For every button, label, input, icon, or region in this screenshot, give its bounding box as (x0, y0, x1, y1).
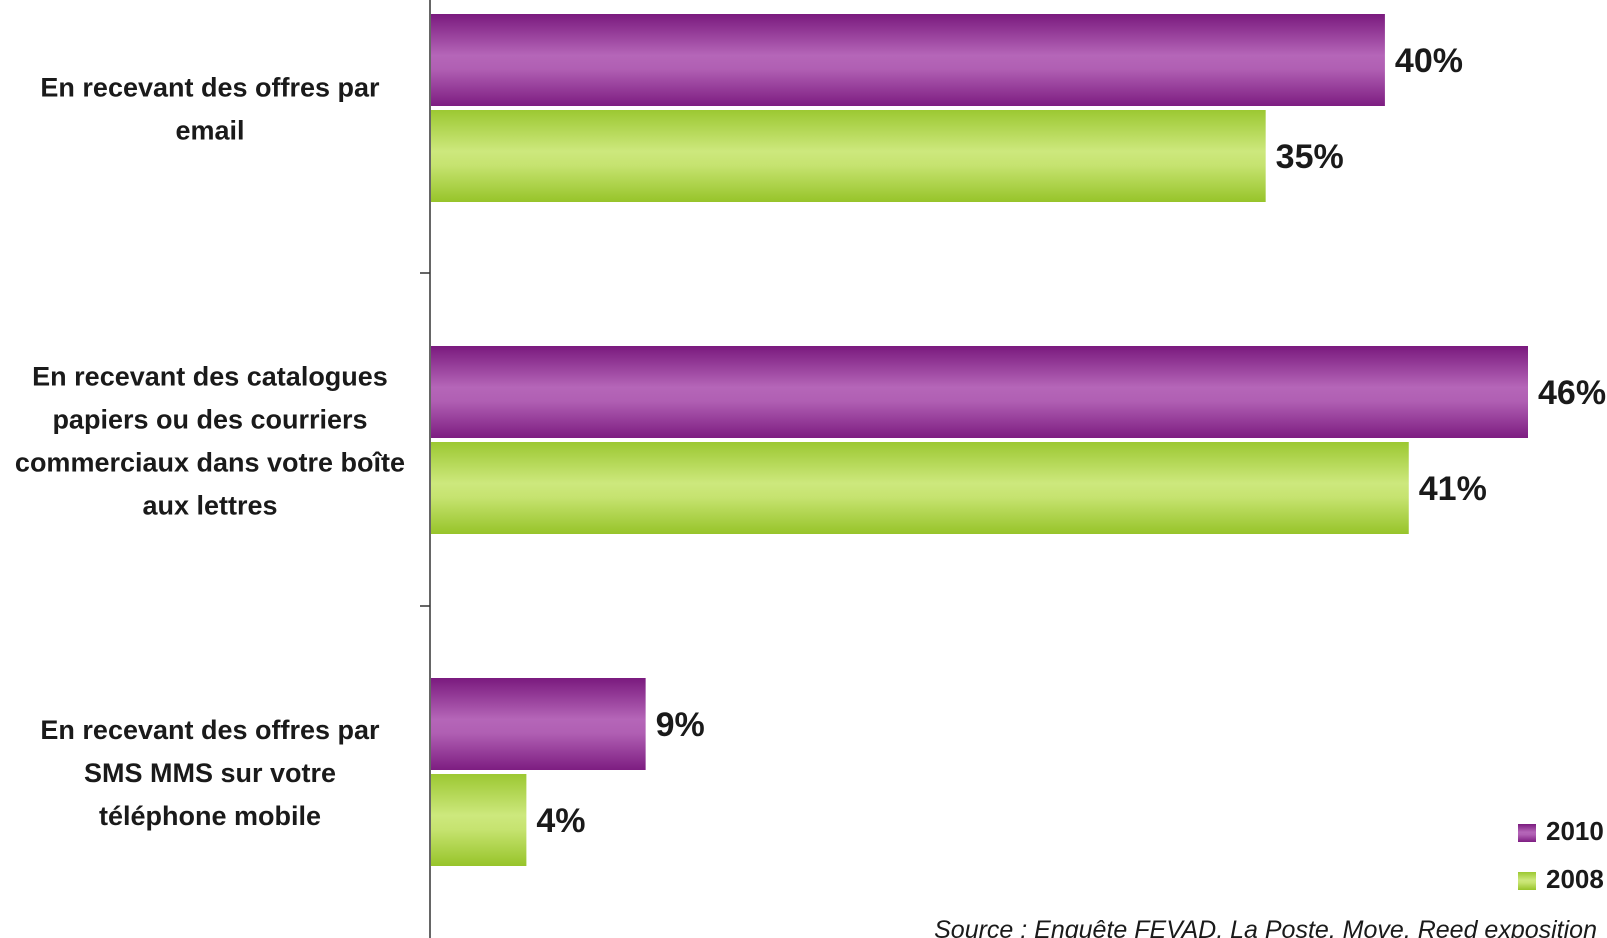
category-label-line: En recevant des offres par (40, 73, 380, 103)
bar-2008-2 (431, 442, 1409, 534)
legend-swatch-2010 (1518, 824, 1536, 842)
source-note: Source : Enquête FEVAD, La Poste, Move, … (934, 916, 1597, 938)
bar-2010-2 (431, 346, 1528, 438)
legend-label-2008: 2008 (1546, 864, 1604, 894)
category-label-line: En recevant des catalogues (32, 362, 388, 392)
bar-2010-3 (431, 678, 646, 770)
bar-2010-1 (431, 14, 1385, 106)
bar-2008-1 (431, 110, 1266, 202)
category-label-line: En recevant des offres par (40, 715, 380, 745)
bar-2008-3 (431, 774, 527, 866)
category-label-line: SMS MMS sur votre (84, 758, 336, 788)
value-label-2010-3: 9% (656, 706, 705, 744)
category-label-line: email (175, 116, 244, 146)
value-label-2008-1: 35% (1276, 138, 1344, 176)
value-label-2010-1: 40% (1395, 42, 1463, 80)
legend-label-2010: 2010 (1546, 816, 1604, 846)
category-label-line: papiers ou des courriers (52, 405, 367, 435)
category-label-line: téléphone mobile (99, 801, 321, 831)
category-label-line: commerciaux dans votre boîte (15, 448, 405, 478)
value-label-2008-3: 4% (536, 802, 585, 840)
category-label-line: aux lettres (142, 491, 277, 521)
value-label-2010-2: 46% (1538, 374, 1606, 412)
value-label-2008-2: 41% (1419, 470, 1487, 508)
category-label: En recevant des catalogues papiers ou des… (15, 362, 405, 521)
legend-swatch-2008 (1518, 872, 1536, 890)
legend: 2010 2008 (1518, 816, 1604, 894)
category-label: En recevant des offres par email (40, 73, 380, 146)
category-label: En recevant des offres par SMS MMS sur vo… (40, 715, 380, 831)
